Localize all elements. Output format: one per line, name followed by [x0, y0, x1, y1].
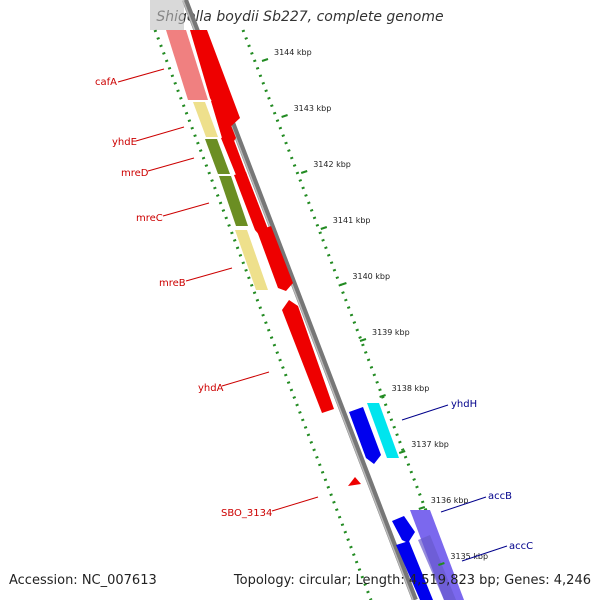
cog-category-bars	[150, 0, 464, 600]
ruler-tick-mark	[438, 562, 445, 566]
ruler-tick-label: 3143 kbp	[294, 104, 332, 113]
ruler-tick-mark	[379, 394, 386, 398]
cds-arrow-mred	[221, 135, 247, 183]
ruler-tick-mark	[418, 506, 426, 510]
ruler-tick-label: 3141 kbp	[333, 216, 371, 225]
ruler-tick-mark	[261, 58, 269, 62]
cog-bar-mred	[205, 139, 230, 174]
gene-label-cafa: cafA	[95, 77, 117, 88]
ruler-tick-label: 3137 kbp	[411, 440, 449, 449]
gene-label-mred: mreD	[121, 168, 149, 179]
cds-arrow-mreb	[257, 226, 293, 291]
cds-arrow-yhda	[282, 300, 334, 413]
gene-label-mrec: mreC	[136, 213, 163, 224]
ruler-tick-mark	[281, 114, 288, 118]
summary-text: Topology: circular; Length: 4,519,823 bp…	[233, 573, 591, 588]
cds-arrow-mrec	[234, 172, 268, 237]
cog-bar-top	[150, 0, 184, 30]
gene-leader-line	[401, 404, 449, 421]
cog-bar-yhde	[193, 102, 218, 137]
ruler-tick-label: 3140 kbp	[352, 272, 390, 281]
cds-arrow-accb	[392, 516, 415, 543]
gene-label-accc: accC	[509, 541, 533, 552]
cog-bar-cafa	[166, 30, 208, 100]
ruler-tick-label: 3144 kbp	[274, 48, 312, 57]
gene-label-sbo_3134: SBO_3134	[221, 508, 272, 519]
cds-arrow-accc	[396, 541, 433, 600]
gene-leader-line	[221, 371, 270, 387]
gene-leader-line	[461, 545, 508, 562]
gene-label-yhdh: yhdH	[451, 399, 477, 410]
cog-bar-yhdh	[367, 403, 399, 458]
ruler-tick-label: 3135 kbp	[450, 552, 488, 561]
gene-label-yhde: yhdE	[112, 137, 137, 148]
cds-arrow-cafa	[190, 30, 240, 130]
ruler-ticks: 3144 kbp 3143 kbp 3142 kbp 3141 kbp 3140 kbp…	[261, 48, 488, 566]
ruler-tick-label: 3139 kbp	[372, 328, 410, 337]
cog-bar-mrec	[219, 176, 248, 226]
gene-label-accb: accB	[488, 491, 512, 502]
gene-leader-line	[271, 496, 319, 512]
ruler-tick-label: 3138 kbp	[392, 384, 430, 393]
inner-ruler-dots	[153, 29, 373, 600]
ruler-tick-mark	[300, 170, 308, 174]
gene-leader-line	[147, 157, 195, 172]
ruler-tick-mark	[320, 226, 328, 230]
outer-ruler-dots	[241, 29, 462, 600]
ruler-tick-label: 3136 kbp	[431, 496, 469, 505]
ruler-tick-mark	[340, 282, 347, 286]
gene-leader-line	[135, 126, 185, 142]
cds-arrow-sbo3134	[348, 477, 361, 486]
cds-features	[190, 30, 456, 600]
ruler-tick-label: 3142 kbp	[313, 160, 351, 169]
ruler-tick-mark	[398, 450, 406, 454]
accession-text: Accession: NC_007613	[9, 573, 157, 588]
cds-arrow-yhdh	[349, 407, 381, 464]
map-title: Shigella boydii Sb227, complete genome	[156, 9, 444, 25]
dotted-rulers	[153, 29, 462, 600]
gene-label-yhda: yhdA	[198, 383, 224, 394]
gene-leader-line	[440, 496, 487, 513]
cog-bar-mreb	[235, 230, 268, 290]
gene-label-mreb: mreB	[159, 278, 186, 289]
ruler-tick-mark	[359, 338, 367, 342]
gene-labels: cafA yhdE mreD mreC mreB yhdA SBO_3134 yhdH accB…	[95, 68, 533, 562]
gene-leader-line	[162, 202, 210, 217]
cds-arrow-accc-inner	[418, 535, 456, 600]
gene-leader-line	[117, 68, 165, 83]
cds-arrow-yhde	[211, 100, 236, 147]
gene-leader-line	[185, 267, 233, 282]
